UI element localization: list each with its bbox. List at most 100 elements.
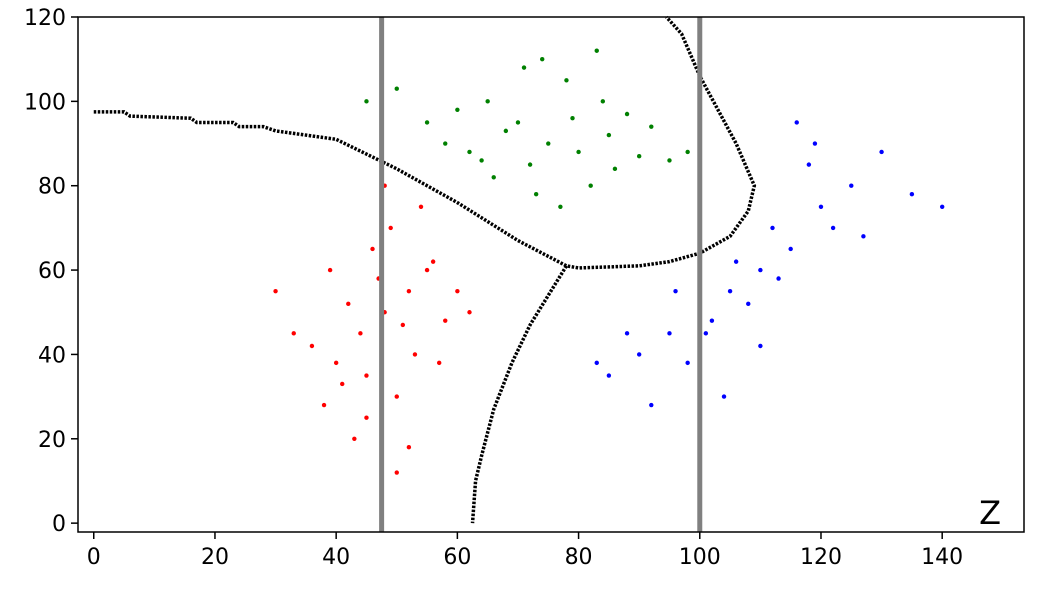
point — [594, 48, 599, 53]
point — [430, 259, 436, 264]
point — [424, 267, 430, 273]
point — [830, 225, 836, 231]
point — [467, 149, 472, 155]
point — [521, 65, 527, 70]
point — [564, 78, 569, 83]
point — [818, 204, 824, 210]
point — [406, 445, 412, 450]
point — [485, 99, 490, 104]
point — [721, 394, 727, 399]
point — [467, 310, 472, 315]
point — [812, 141, 818, 146]
point — [352, 436, 357, 441]
point — [703, 331, 709, 336]
y-tick-label: 120 — [24, 6, 66, 31]
point — [546, 141, 551, 146]
annotation: Z — [979, 494, 1001, 532]
point — [733, 259, 739, 264]
x-tick-label: 0 — [87, 545, 101, 570]
point — [370, 246, 375, 252]
point — [758, 343, 763, 349]
point — [649, 402, 654, 408]
plot-frame — [77, 16, 1025, 533]
point — [533, 191, 539, 197]
point — [273, 288, 278, 294]
point — [479, 158, 484, 163]
y-tick-label: 20 — [38, 428, 66, 453]
point — [455, 288, 460, 294]
point — [909, 191, 915, 197]
point — [788, 246, 793, 252]
point — [861, 234, 866, 239]
point — [327, 267, 333, 273]
point — [455, 107, 460, 112]
y-tick-label: 0 — [52, 512, 66, 537]
x-tick-label: 60 — [443, 545, 471, 570]
y-tick-label: 100 — [24, 90, 66, 115]
point — [333, 360, 339, 366]
point — [606, 132, 612, 138]
point — [540, 56, 545, 62]
x-tick-label: 80 — [565, 545, 593, 570]
point — [364, 99, 369, 104]
point — [364, 415, 369, 420]
point — [394, 394, 399, 399]
point — [612, 166, 618, 172]
point — [806, 162, 812, 167]
point — [673, 288, 678, 294]
y-tick-label: 80 — [38, 175, 66, 200]
point — [527, 162, 533, 167]
point — [667, 158, 672, 163]
point — [388, 225, 393, 231]
point — [606, 373, 612, 378]
y-tick-label: 60 — [38, 259, 66, 284]
point — [570, 116, 575, 121]
point — [443, 141, 448, 146]
point — [849, 183, 854, 188]
point — [770, 225, 775, 231]
point — [412, 352, 418, 357]
point — [418, 204, 424, 210]
point — [394, 86, 399, 91]
point — [794, 120, 799, 125]
x-tick-label: 100 — [679, 545, 721, 570]
point — [291, 331, 296, 336]
point — [727, 288, 733, 294]
point — [515, 120, 521, 125]
point — [364, 373, 369, 378]
point — [636, 352, 642, 357]
point — [340, 381, 345, 387]
point — [594, 360, 599, 366]
x-tick-label: 20 — [201, 545, 229, 570]
point — [321, 402, 327, 408]
point — [400, 322, 406, 328]
point — [709, 318, 715, 323]
point — [424, 120, 430, 125]
point — [746, 301, 751, 307]
point — [879, 149, 884, 155]
point — [491, 175, 496, 180]
point — [939, 204, 945, 210]
point — [436, 360, 442, 366]
point — [503, 128, 509, 134]
point — [576, 149, 581, 155]
y-tick-label: 40 — [38, 343, 66, 368]
point — [588, 183, 593, 188]
point — [358, 331, 363, 336]
x-tick-label: 140 — [921, 545, 963, 570]
point — [667, 331, 672, 336]
decision-boundary — [470, 264, 568, 524]
point — [685, 149, 690, 155]
point — [558, 204, 563, 210]
point — [346, 301, 351, 307]
x-tick-label: 120 — [800, 545, 842, 570]
point — [394, 470, 399, 475]
point — [624, 331, 630, 336]
point — [600, 99, 606, 104]
x-tick-label: 40 — [322, 545, 350, 570]
point — [758, 267, 763, 273]
point — [406, 288, 412, 294]
